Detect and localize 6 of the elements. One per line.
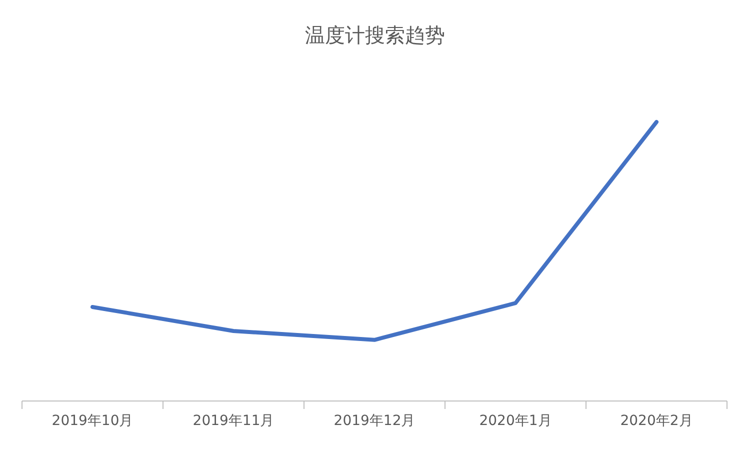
chart-title: 温度计搜索趋势 [305,23,445,47]
x-tick-label: 2019年12月 [334,412,416,429]
x-tick-label: 2020年1月 [479,412,552,429]
x-tick-label: 2019年11月 [192,412,274,429]
x-tick-label: 2019年10月 [52,412,134,429]
x-tick-label: 2020年2月 [620,412,693,429]
